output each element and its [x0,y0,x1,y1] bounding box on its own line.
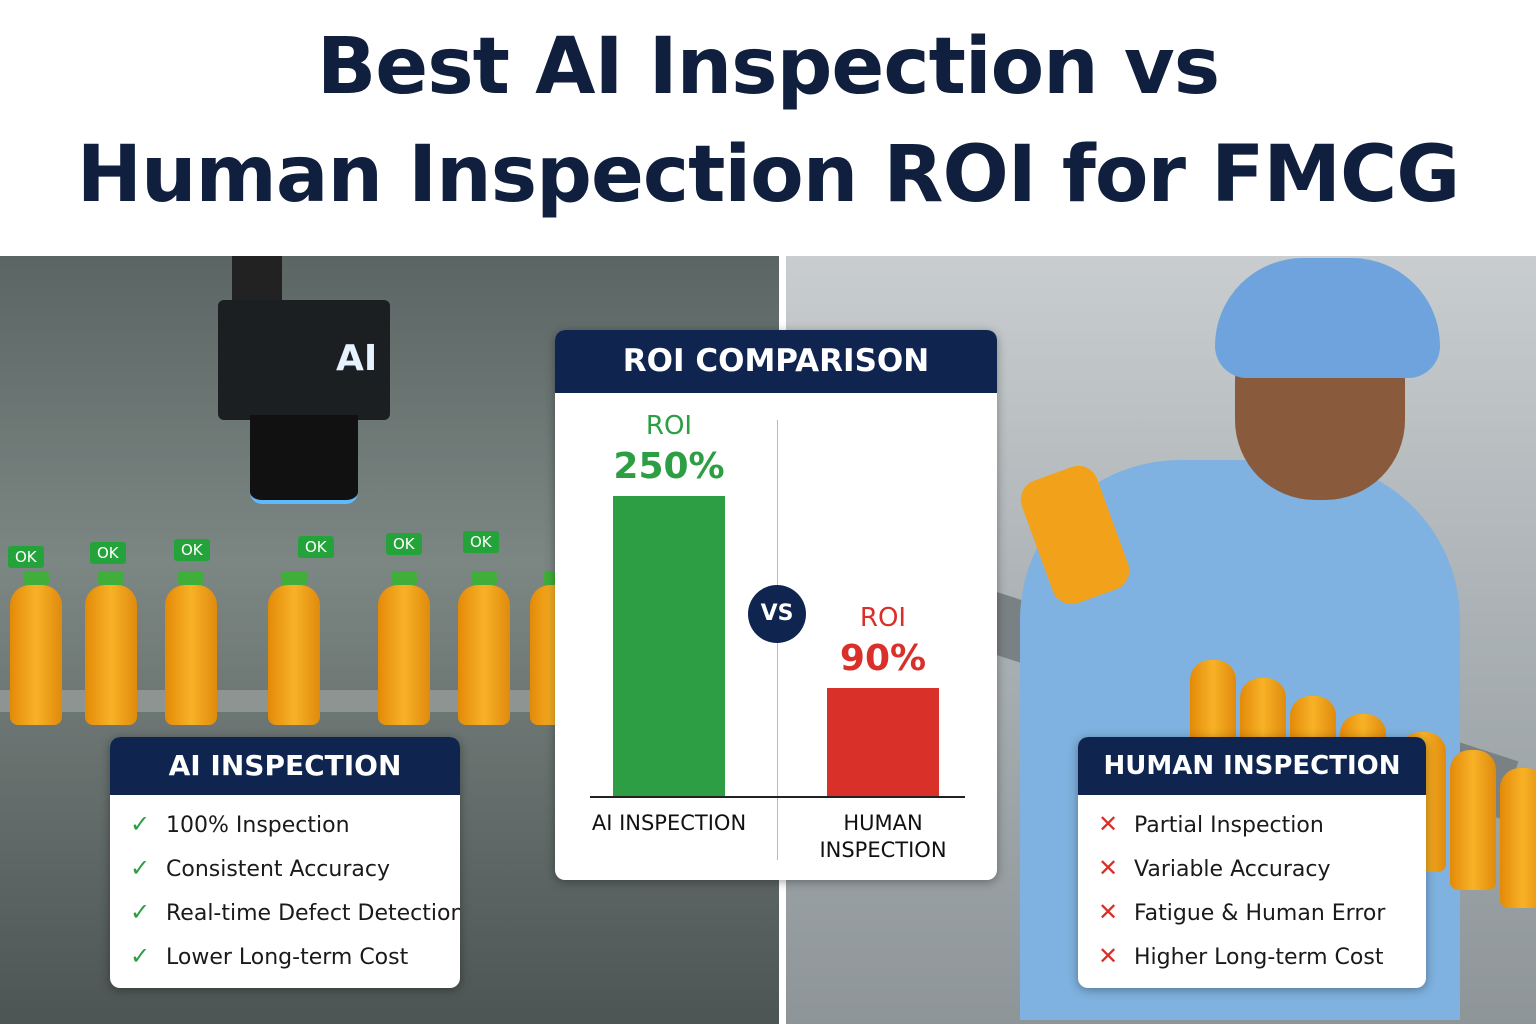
list-item: ✕ Fatigue & Human Error [1098,898,1385,926]
ok-tag: OK [174,539,210,561]
list-item: ✓ Lower Long-term Cost [130,942,408,970]
value-caption: ROI [859,603,907,633]
item-text: Variable Accuracy [1134,857,1331,882]
chart-title: ROI COMPARISON [555,330,997,393]
bottle [458,585,510,725]
bottle-cap [98,571,124,585]
item-text: Fatigue & Human Error [1134,901,1386,926]
bottle [268,585,320,725]
item-icon: ✓ [130,898,151,926]
list-item: ✕ Partial Inspection [1098,810,1324,838]
item-icon: ✕ [1098,854,1119,882]
item-text: Partial Inspection [1134,813,1324,838]
camera-lens [250,415,358,504]
vs-badge: VS [748,585,806,643]
bottle [85,585,137,725]
title-line: Best AI Inspection vs [316,22,1220,112]
item-icon: ✓ [130,810,151,838]
baseline [590,796,965,798]
category-label: AI INSPECTION [591,811,747,835]
human-card: HUMAN INSPECTION ✕ Partial Inspection ✕ Var… [1078,737,1426,988]
panel-title: HUMAN INSPECTION [1078,737,1426,795]
item-icon: ✓ [130,942,151,970]
item-icon: ✕ [1098,898,1119,926]
ok-tag: OK [298,536,334,558]
list-item: ✕ Variable Accuracy [1098,854,1331,882]
item-icon: ✓ [130,854,151,882]
chart-card: ROI COMPARISON VS 250% ROI AI INSPECTION 90… [555,330,997,880]
ok-tag: OK [386,533,422,555]
bottle [10,585,62,725]
bar [827,688,939,796]
bar [613,496,725,796]
item-text: Consistent Accuracy [166,857,390,882]
list-item: ✓ 100% Inspection [130,810,350,838]
value-label: 250% [613,446,725,487]
ok-tag: OK [8,546,44,568]
camera-body [218,300,390,420]
bottle [1500,768,1536,908]
item-icon: ✕ [1098,810,1119,838]
item-text: 100% Inspection [166,813,350,838]
bottle-cap [178,571,204,585]
item-text: Higher Long-term Cost [1134,945,1384,970]
ok-tag: OK [463,531,499,553]
bottle-cap [391,571,417,585]
item-text: Lower Long-term Cost [166,945,409,970]
title-line: Human Inspection ROI for FMCG [76,130,1461,220]
value-caption: ROI [645,411,693,441]
hair-net [1215,258,1440,378]
bottle [1450,750,1496,890]
bottle-cap [281,571,307,585]
value-label: 90% [839,638,927,679]
item-icon: ✕ [1098,942,1119,970]
bottle [378,585,430,725]
category-label: HUMAN INSPECTION [819,811,947,862]
panel-title: AI INSPECTION [110,737,460,795]
list-item: ✕ Higher Long-term Cost [1098,942,1383,970]
list-item: ✓ Consistent Accuracy [130,854,390,882]
ok-tag: OK [90,542,126,564]
bottle-cap [23,571,49,585]
camera-label: AI [336,338,378,379]
camera-mount [232,256,282,306]
ai-card: AI INSPECTION ✓ 100% Inspection ✓ Consisten… [110,737,460,988]
bottle-cap [471,571,497,585]
item-text: Real-time Defect Detection [166,901,460,926]
bottle [165,585,217,725]
list-item: ✓ Real-time Defect Detection [130,898,460,926]
